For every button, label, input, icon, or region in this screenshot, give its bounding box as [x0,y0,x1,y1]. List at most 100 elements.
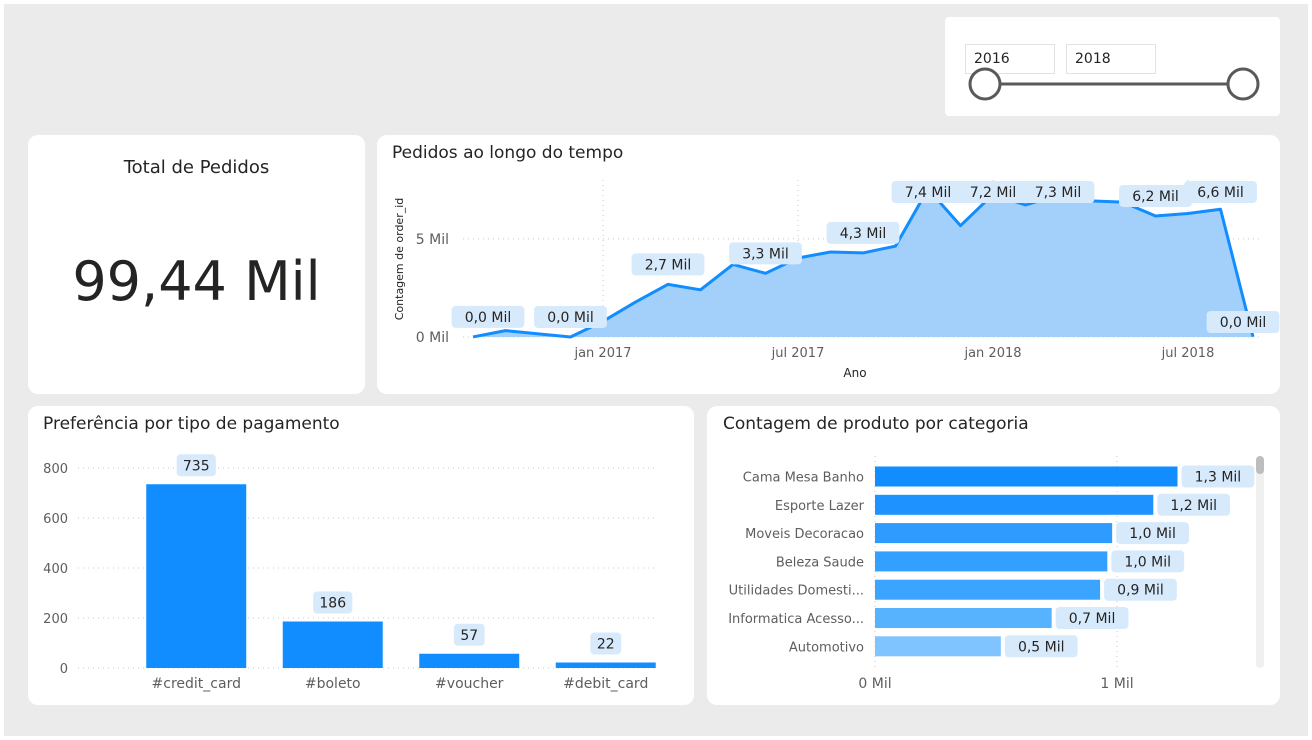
category-data-label: 1,0 Mil [1129,526,1176,542]
y-tick-label: 400 [43,562,68,577]
category-data-label: 0,9 Mil [1117,583,1164,599]
orders-data-label: 0,0 Mil [547,310,594,326]
x-axis-title: Ano [843,366,866,380]
category-bar[interactable] [875,608,1052,628]
slicer-track[interactable] [945,17,1280,116]
x-tick-label: jan 2018 [963,346,1021,361]
y-tick-label: 5 Mil [416,232,449,248]
category-data-label: 0,5 Mil [1018,639,1065,655]
category-title: Contagem de produto por categoria [723,414,1029,434]
orders-data-label-bg [631,253,705,276]
payment-bar[interactable] [555,662,656,669]
orders-data-label: 2,7 Mil [645,257,692,273]
category-bar[interactable] [875,494,1154,515]
orders-data-label: 6,2 Mil [1132,189,1179,205]
y-tick-label: 0 [60,662,68,677]
category-data-label-bg [1004,635,1078,658]
slicer-end-input[interactable]: 2018 [1066,44,1156,74]
slicer-end-handle[interactable] [1226,67,1260,101]
report-canvas: 2016 2018 Total de Pedidos 99,44 Mil Ped… [4,4,1308,736]
orders-data-label: 4,3 Mil [840,226,887,242]
category-data-label-bg [1111,550,1185,573]
payment-type-title: Preferência por tipo de pagamento [43,414,340,434]
orders-over-time-title: Pedidos ao longo do tempo [392,143,624,163]
orders-data-label: 0,0 Mil [1220,315,1267,331]
orders-data-label: 0,0 Mil [465,310,512,326]
orders-data-label-bg [1184,181,1257,203]
payment-data-label-bg [176,454,216,477]
orders-data-label-bg [534,305,607,328]
kpi-title: Total de Pedidos [123,157,270,178]
payment-data-label-bg [313,591,353,614]
orders-data-label-bg [891,181,965,203]
orders-area [473,188,1253,337]
category-data-label: 1,3 Mil [1195,470,1242,486]
orders-data-label-bg [1206,311,1280,333]
category-tick-label: #debit_card [563,676,648,692]
payment-bar[interactable] [419,653,520,668]
orders-over-time-chart[interactable]: 0 Mil 5 Mil jan 2017 jul 2017 jan 2018 jul 20… [377,135,1280,394]
orders-data-label: 7,4 Mil [905,185,952,201]
orders-data-label-bg [956,181,1030,203]
orders-data-label: 7,3 Mil [1035,185,1082,201]
year-slicer[interactable]: 2016 2018 [945,17,1280,116]
category-label: Beleza Saude [776,555,864,570]
x-tick-label: 0 Mil [858,676,891,692]
x-tick-label: jul 2018 [1161,346,1215,361]
category-data-label-bg [1181,465,1255,488]
y-tick-label: 600 [43,512,68,527]
category-bar[interactable] [875,551,1108,572]
category-data-label-bg [1116,522,1189,545]
y-axis-title: Contagem de order_id [393,198,406,321]
payment-data-label-bg [590,632,622,655]
payment-bar[interactable] [282,621,383,669]
slicer-start-handle[interactable] [968,67,1002,101]
category-tick-label: #voucher [435,676,504,692]
payment-bar[interactable] [146,484,247,668]
category-data-label: 1,2 Mil [1170,498,1217,514]
category-chart[interactable]: 0 Mil 1 Mil Cama Mesa Banho 1,3 Mil Esporte … [707,406,1280,705]
orders-data-label-bg [826,221,900,244]
y-tick-label: 200 [43,612,68,627]
category-label: Utilidades Domesti... [729,584,864,599]
category-card: Contagem de produto por categoria 0 Mil 1… [707,406,1280,705]
category-label: Automotivo [789,640,864,655]
orders-data-label-bg [1021,181,1095,203]
x-tick-label: jan 2017 [573,346,631,361]
payment-data-label-bg [453,623,485,646]
kpi-card: Total de Pedidos 99,44 Mil [28,135,365,394]
y-tick-label: 800 [43,462,68,477]
category-scrollbar[interactable] [1256,456,1264,668]
x-tick-label: jul 2017 [771,346,825,361]
payment-data-label: 57 [460,628,478,644]
payment-data-label: 735 [183,458,210,474]
payment-data-label: 186 [319,596,346,612]
category-bar[interactable] [875,523,1113,544]
category-bar[interactable] [875,466,1178,487]
orders-data-label-bg [451,305,525,328]
y-tick-label: 0 Mil [416,330,449,346]
category-tick-label: #credit_card [152,676,241,692]
category-data-label: 0,7 Mil [1069,611,1116,627]
category-label: Esporte Lazer [775,499,865,514]
category-bar[interactable] [875,579,1101,600]
payment-type-chart[interactable]: 0 200 400 600 800 735 #credit_card 186 #boleto 57… [28,406,694,705]
orders-data-label-bg [729,242,802,265]
category-tick-label: #boleto [305,676,361,692]
category-data-label-bg [1157,493,1231,516]
category-scroll-thumb[interactable] [1256,456,1264,474]
category-data-label: 1,0 Mil [1124,554,1171,570]
category-data-label-bg [1055,607,1129,629]
category-bar[interactable] [875,636,1001,657]
orders-data-label: 3,3 Mil [742,246,789,262]
x-tick-label: 1 Mil [1100,676,1133,692]
orders-data-label-bg [1119,184,1192,207]
category-label: Cama Mesa Banho [743,471,864,486]
orders-data-label: 6,6 Mil [1197,185,1244,201]
orders-data-label: 7,2 Mil [970,185,1017,201]
category-label: Informatica Acesso... [728,612,864,627]
orders-over-time-card: Pedidos ao longo do tempo 0 Mil 5 Mil jan … [377,135,1280,394]
payment-type-card: Preferência por tipo de pagamento 0 200 40… [28,406,694,705]
payment-data-label: 22 [597,637,615,653]
category-label: Moveis Decoracao [745,527,864,542]
